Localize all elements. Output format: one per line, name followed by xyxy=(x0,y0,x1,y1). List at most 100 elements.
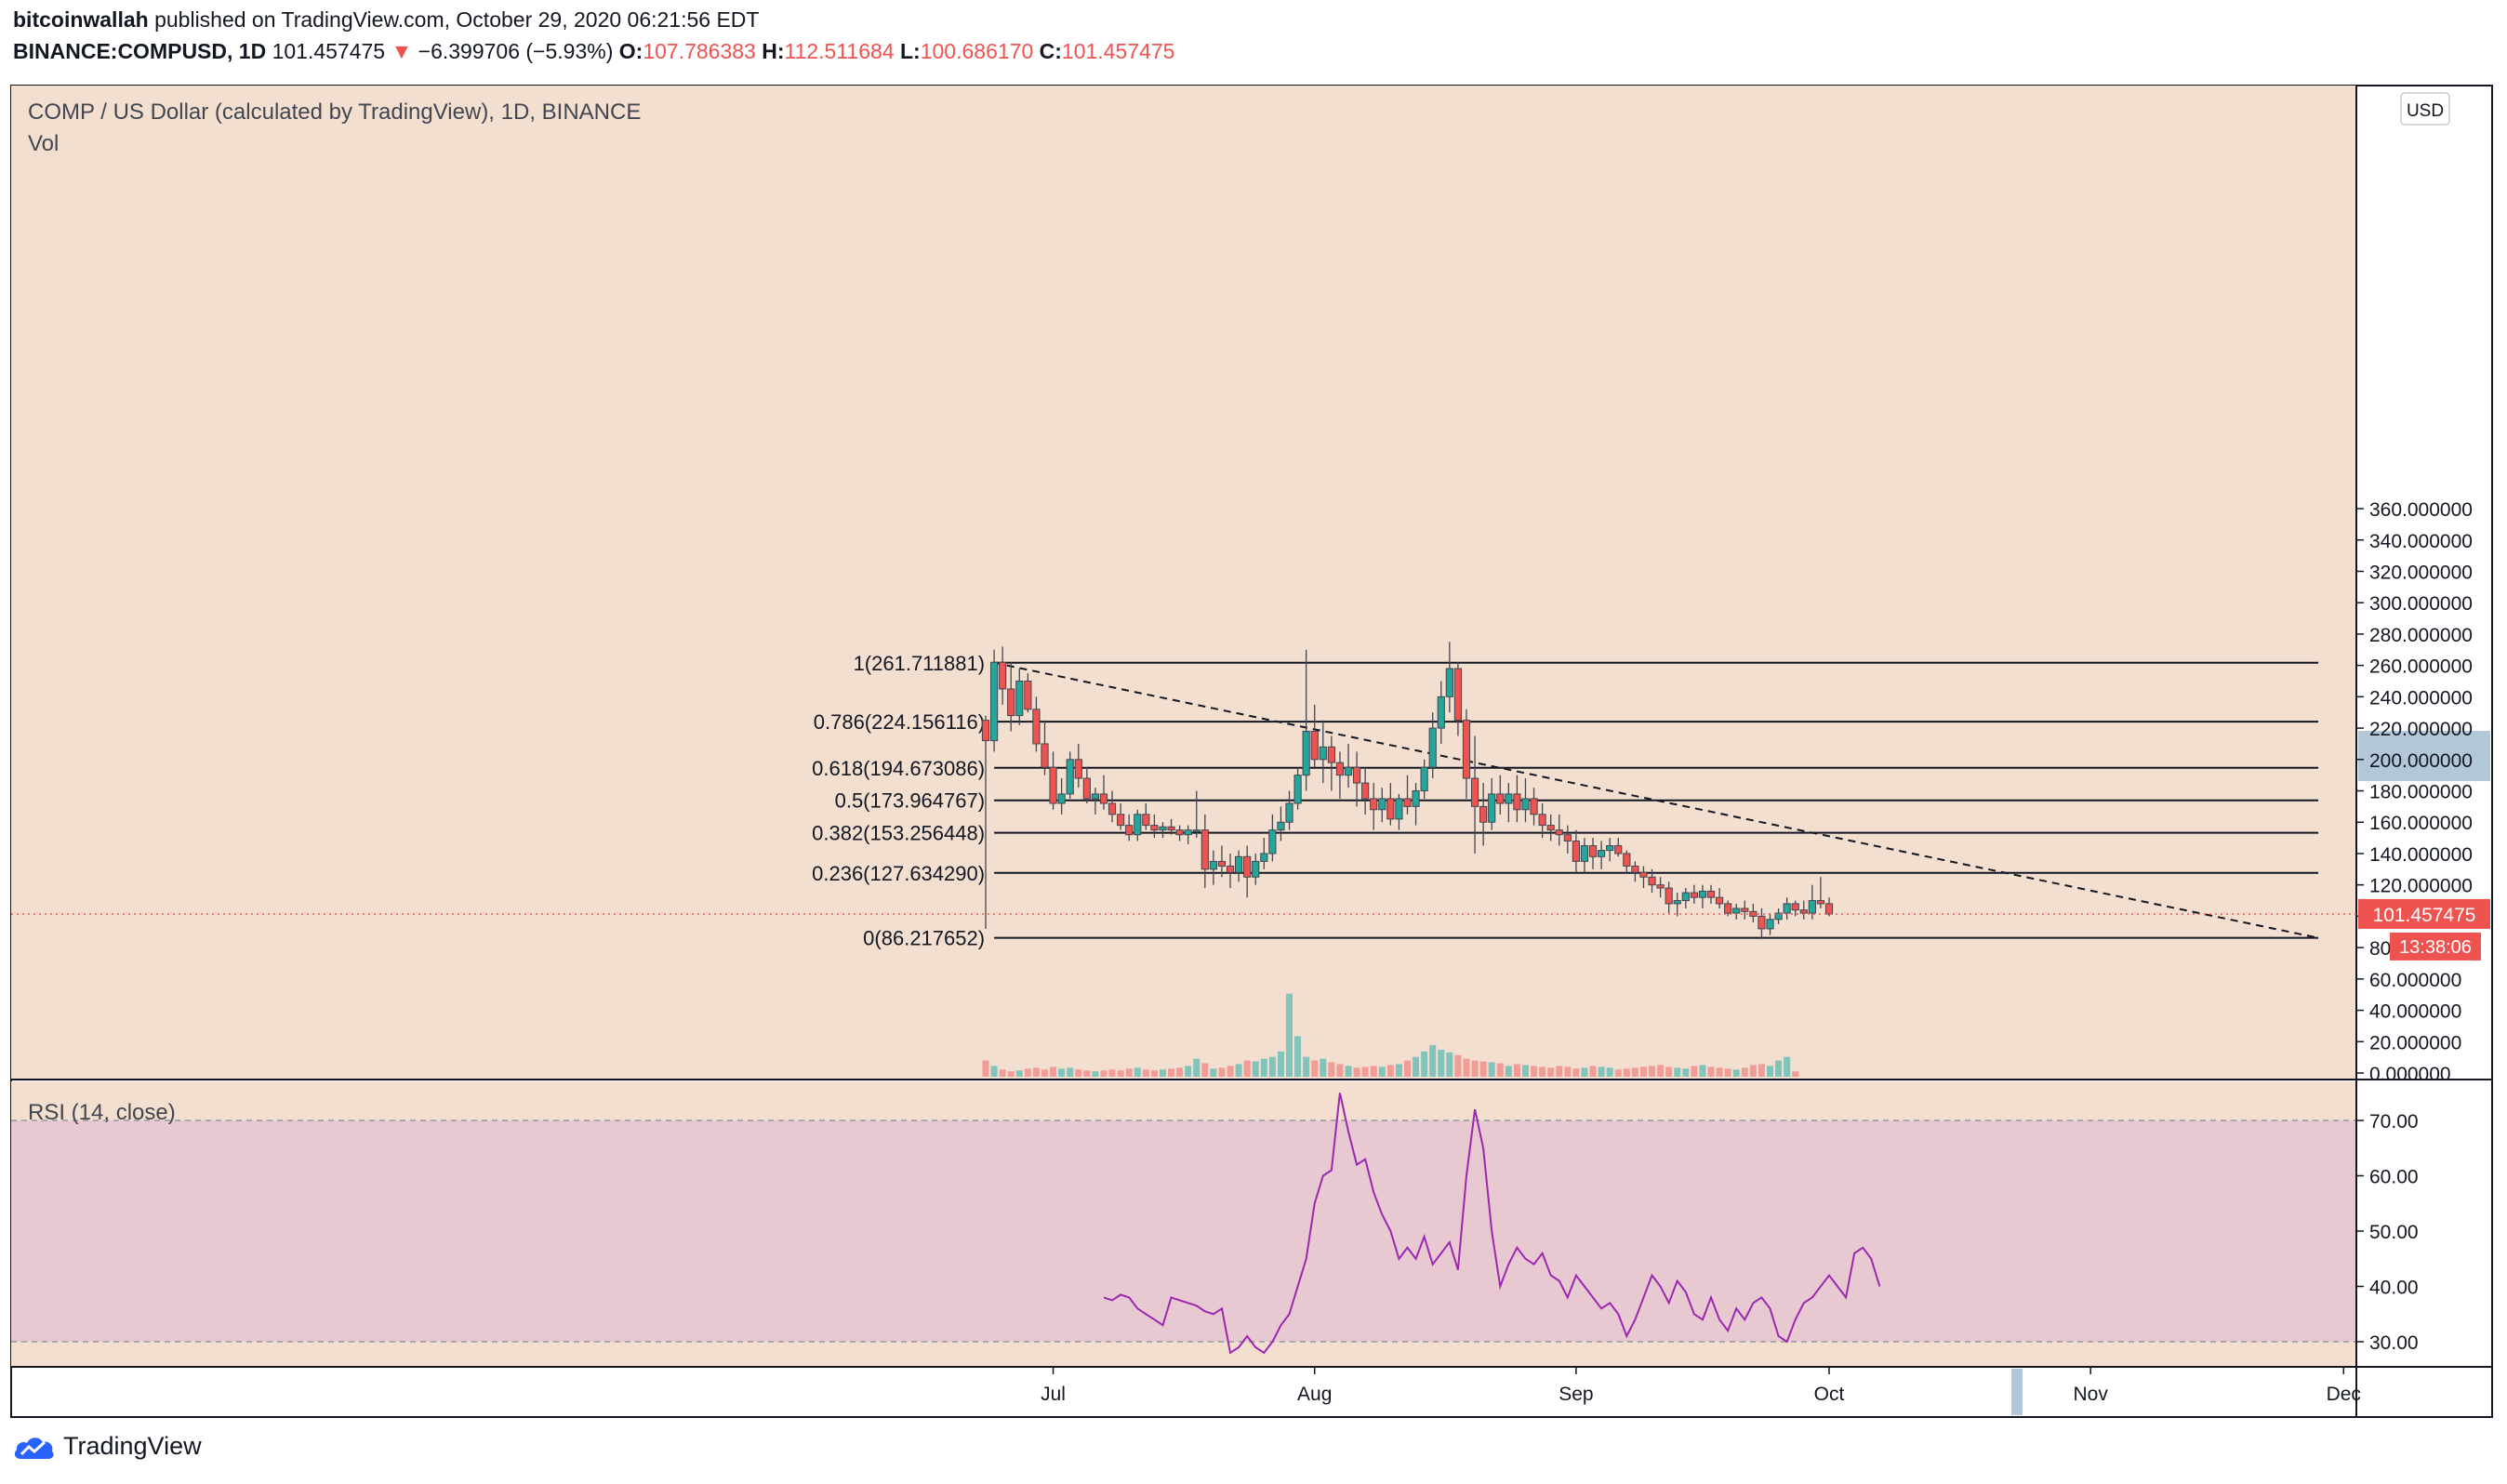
candle-body xyxy=(1285,802,1293,823)
volume-bar xyxy=(1075,1069,1082,1077)
candle-body xyxy=(1631,865,1639,873)
rsi-tick-label: 70.00 xyxy=(2369,1111,2419,1133)
candle-body xyxy=(1335,762,1345,776)
price-tick-label: 0.000000 xyxy=(2369,1064,2451,1085)
volume-bar xyxy=(1496,1063,1504,1077)
price-axis[interactable]: 0.00000020.00000040.00000060.00000080.00… xyxy=(2356,499,2473,1085)
candle-body xyxy=(1724,903,1732,914)
candle-body xyxy=(1462,720,1471,779)
volume-bar xyxy=(1589,1066,1597,1077)
candle-body xyxy=(1665,887,1673,905)
rsi-line xyxy=(1103,1093,1881,1355)
price-tick-label: 200.000000 xyxy=(2369,750,2473,772)
volume-bar xyxy=(1370,1066,1377,1077)
candle-body xyxy=(1598,850,1606,857)
candle-body xyxy=(1715,896,1724,905)
countdown-text: 13:38:06 xyxy=(2399,937,2472,958)
volume-bar xyxy=(999,1069,1006,1077)
volume-bar xyxy=(1767,1066,1774,1077)
volume-bar xyxy=(1050,1067,1057,1077)
candle-body xyxy=(1690,892,1698,898)
volume-bar xyxy=(1168,1068,1175,1077)
price-tick-label: 40.000000 xyxy=(2369,1001,2461,1023)
candle-body xyxy=(1192,829,1200,832)
close-value: 101.457475 xyxy=(1061,39,1175,63)
volume-bar xyxy=(1108,1069,1116,1077)
volume-bar xyxy=(1058,1068,1066,1077)
volume-bar xyxy=(1378,1067,1386,1077)
candle-body xyxy=(981,720,990,742)
low-label: L: xyxy=(900,39,921,63)
candle-body xyxy=(1395,798,1403,820)
volume-bar xyxy=(1429,1045,1437,1077)
price-pane[interactable] xyxy=(11,86,2356,1080)
candle-body xyxy=(1741,908,1749,912)
volume-bar xyxy=(1564,1067,1572,1077)
candle-body xyxy=(1057,793,1066,804)
volume-bar xyxy=(1531,1066,1538,1077)
price-tick-label: 180.000000 xyxy=(2369,782,2473,803)
trendline-group[interactable] xyxy=(993,661,2319,939)
candle-body xyxy=(1015,681,1024,717)
volume-bar xyxy=(1639,1067,1647,1077)
candle-body xyxy=(1361,782,1370,800)
volume-bar xyxy=(1471,1060,1479,1077)
candle-body xyxy=(1175,829,1184,836)
candle-body xyxy=(1808,900,1816,914)
time-tick-label: Aug xyxy=(1297,1384,1332,1405)
volume-bar xyxy=(1311,1060,1319,1077)
volume-bar xyxy=(1210,1068,1217,1077)
candle-body xyxy=(1277,821,1285,831)
candle-body xyxy=(1099,793,1108,804)
price-tick-label: 220.000000 xyxy=(2369,719,2473,740)
open-value: 107.786383 xyxy=(643,39,756,63)
candle-body xyxy=(1580,845,1589,862)
tradingview-logo[interactable]: TradingView xyxy=(13,1432,202,1461)
last-price-badge xyxy=(2358,898,2490,929)
candle-body xyxy=(1758,915,1766,930)
candle-body xyxy=(1007,688,1015,717)
tradingview-cloud-icon xyxy=(14,1437,54,1459)
volume-bar xyxy=(1614,1069,1622,1077)
close-label: C: xyxy=(1039,39,1062,63)
volume-bar xyxy=(1438,1049,1445,1077)
volume-bar xyxy=(1320,1058,1327,1077)
time-axis[interactable]: Jul Aug Sep Oct Nov Dec xyxy=(1041,1367,2361,1405)
last-price-label: 101.457475 xyxy=(272,39,386,63)
volume-bar xyxy=(1252,1061,1259,1077)
fib-level-label: 0.786(224.156116) xyxy=(814,710,985,734)
candle-body xyxy=(1252,860,1260,878)
volume-bar xyxy=(1488,1062,1495,1077)
candle-body xyxy=(1217,860,1227,867)
volume-bar xyxy=(1159,1069,1166,1077)
fibonacci-retracement[interactable]: 1(261.711881) 0.786(224.156116) 0.618(194.… xyxy=(812,652,2319,950)
volume-bar xyxy=(1345,1066,1352,1077)
price-tick-label: 120.000000 xyxy=(2369,876,2473,897)
price-tick-label: 240.000000 xyxy=(2369,687,2473,709)
candle-body xyxy=(1453,668,1463,722)
last-price-badge-text: 101.457475 xyxy=(2373,905,2476,926)
publisher-name[interactable]: bitcoinwallah xyxy=(13,7,149,32)
volume-bar xyxy=(1556,1066,1563,1077)
rsi-band-group xyxy=(11,1120,2356,1343)
volume-bar xyxy=(1513,1064,1520,1077)
candle-body xyxy=(1479,805,1488,823)
candle-body xyxy=(1656,884,1665,889)
candle-body xyxy=(1732,908,1741,914)
currency-button[interactable] xyxy=(2400,92,2450,126)
change-label: −6.399706 (−5.93%) xyxy=(418,39,614,63)
volume-bar xyxy=(1741,1067,1748,1077)
volume-bar xyxy=(1649,1066,1656,1077)
volume-bar xyxy=(1623,1068,1630,1077)
rsi-axis[interactable]: 30.00 40.00 50.00 60.00 70.00 xyxy=(2356,1111,2419,1354)
candle-body xyxy=(999,661,1007,690)
volume-bar xyxy=(990,1066,998,1077)
volume-bar xyxy=(1024,1068,1031,1077)
volume-bar xyxy=(1657,1065,1665,1077)
volume-bars xyxy=(982,993,1799,1077)
time-tick-label: Sep xyxy=(1559,1384,1593,1405)
volume-bar xyxy=(1176,1067,1184,1077)
candle-body xyxy=(1412,790,1420,807)
volume-bar xyxy=(1142,1069,1149,1077)
